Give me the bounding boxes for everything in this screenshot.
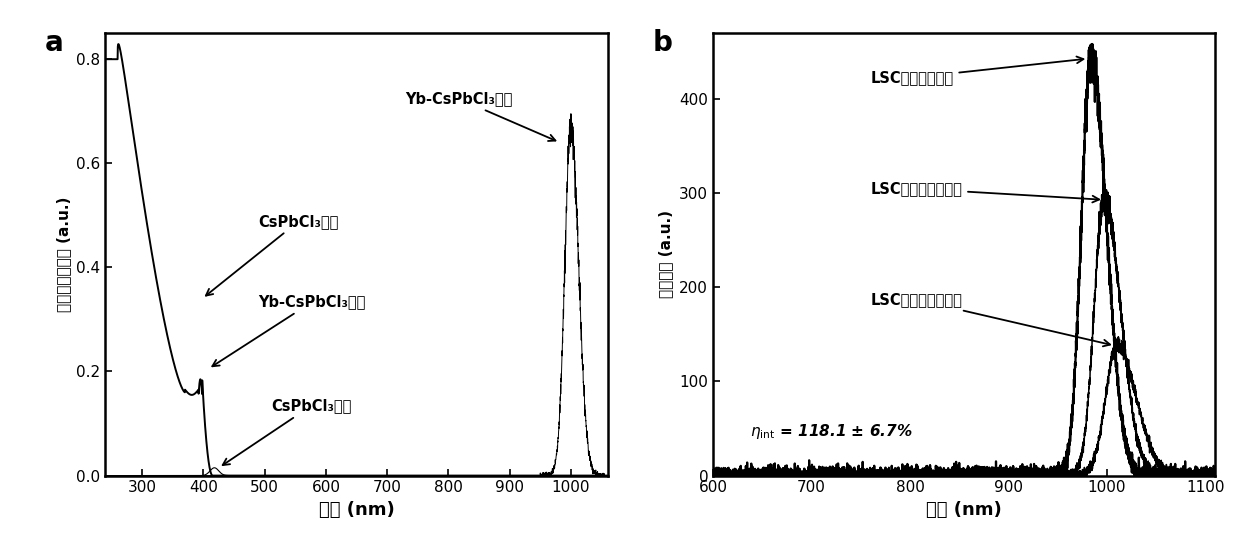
Y-axis label: 荧光强度 (a.u.): 荧光强度 (a.u.) bbox=[658, 210, 673, 299]
Text: b: b bbox=[652, 29, 672, 57]
Text: LSC边发射荧光光谱: LSC边发射荧光光谱 bbox=[870, 181, 1099, 202]
Text: LSC面发射荧光光谱: LSC面发射荧光光谱 bbox=[870, 293, 1110, 346]
Text: Yb-CsPbCl₃吸收: Yb-CsPbCl₃吸收 bbox=[212, 294, 366, 366]
Text: LSC总的荧光光谱: LSC总的荧光光谱 bbox=[870, 56, 1084, 85]
Text: a: a bbox=[45, 29, 64, 57]
X-axis label: 波长 (nm): 波长 (nm) bbox=[926, 501, 1002, 519]
Text: CsPbCl₃吸收: CsPbCl₃吸收 bbox=[206, 214, 339, 296]
Text: CsPbCl₃荧光: CsPbCl₃荧光 bbox=[223, 399, 351, 465]
Y-axis label: 吸收或荧光强度 (a.u.): 吸收或荧光强度 (a.u.) bbox=[56, 197, 71, 312]
X-axis label: 波长 (nm): 波长 (nm) bbox=[319, 501, 394, 519]
Text: Yb-CsPbCl₃荧光: Yb-CsPbCl₃荧光 bbox=[405, 91, 556, 141]
Text: $\eta_{\mathrm{int}}$ = 118.1 ± 6.7%: $\eta_{\mathrm{int}}$ = 118.1 ± 6.7% bbox=[750, 422, 913, 441]
